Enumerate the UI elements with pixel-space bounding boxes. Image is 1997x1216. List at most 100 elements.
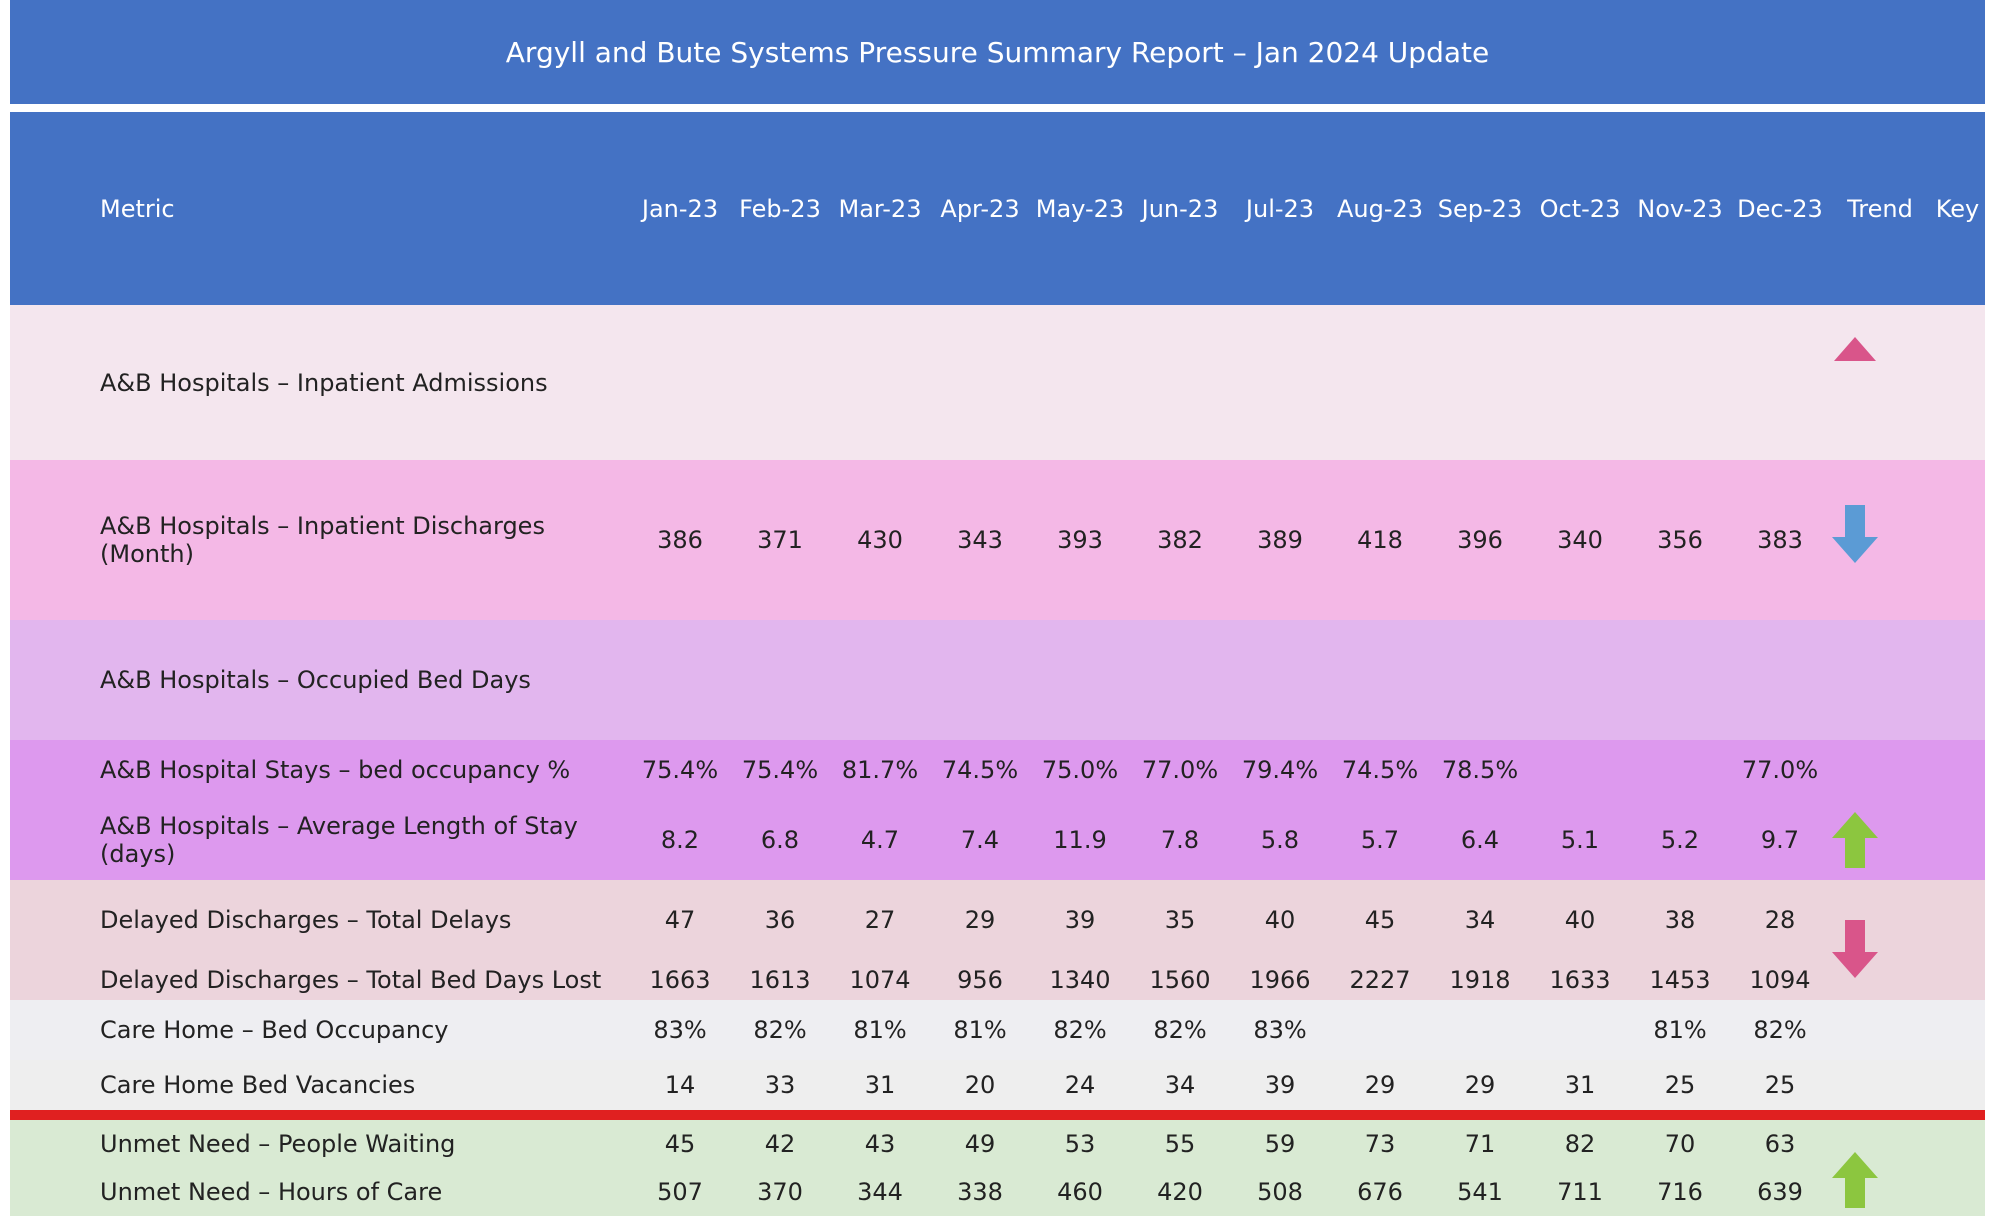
metric-label: A&B Hospitals – Occupied Bed Days (10, 666, 630, 694)
column-header: Key (1930, 195, 1985, 223)
divider (10, 1110, 1985, 1120)
value-cell: 389 (1230, 526, 1330, 554)
value-cell: 34 (1430, 906, 1530, 934)
value-cell: 82% (1730, 1016, 1830, 1044)
value-cell: 1560 (1130, 966, 1230, 994)
value-cell: 47 (630, 906, 730, 934)
column-header: Nov-23 (1630, 195, 1730, 223)
value-cell: 356 (1630, 526, 1730, 554)
value-cell: 1453 (1630, 966, 1730, 994)
value-cell: 77.0% (1130, 756, 1230, 784)
value-cell: 29 (930, 906, 1030, 934)
value-cell: 33 (730, 1071, 830, 1099)
value-cell: 8.2 (630, 826, 730, 854)
value-cell: 343 (930, 526, 1030, 554)
value-cell: 383 (1730, 526, 1830, 554)
value-cell: 40 (1530, 906, 1630, 934)
value-cell: 676 (1330, 1178, 1430, 1206)
value-cell: 59 (1230, 1130, 1330, 1158)
column-header: Jan-23 (630, 195, 730, 223)
value-cell: 81% (930, 1016, 1030, 1044)
metric-label: Care Home Bed Vacancies (10, 1071, 630, 1099)
value-cell: 430 (830, 526, 930, 554)
value-cell: 1966 (1230, 966, 1330, 994)
value-cell: 75.4% (630, 756, 730, 784)
value-cell: 4.7 (830, 826, 930, 854)
value-cell: 39 (1230, 1071, 1330, 1099)
value-cell: 82% (1130, 1016, 1230, 1044)
value-cell: 6.4 (1430, 826, 1530, 854)
value-cell: 956 (930, 966, 1030, 994)
value-cell: 28 (1730, 906, 1830, 934)
metric-label: Delayed Discharges – Total Bed Days Lost (10, 966, 630, 994)
value-cell: 36 (730, 906, 830, 934)
value-cell: 370 (730, 1178, 830, 1206)
value-cell: 25 (1630, 1071, 1730, 1099)
value-cell: 386 (630, 526, 730, 554)
value-cell: 42 (730, 1130, 830, 1158)
value-cell: 74.5% (930, 756, 1030, 784)
value-cell: 45 (1330, 906, 1430, 934)
value-cell: 711 (1530, 1178, 1630, 1206)
report-title: Argyll and Bute Systems Pressure Summary… (10, 0, 1985, 108)
value-cell: 38 (1630, 906, 1730, 934)
table-row: A&B Hospitals – Inpatient Admissions (10, 305, 1985, 460)
value-cell: 82% (730, 1016, 830, 1044)
page: Argyll and Bute Systems Pressure Summary… (0, 0, 1997, 1216)
metric-label: Care Home – Bed Occupancy (10, 1016, 630, 1044)
value-cell: 49 (930, 1130, 1030, 1158)
value-cell: 45 (630, 1130, 730, 1158)
table-row: A&B Hospitals – Occupied Bed Days (10, 620, 1985, 740)
table-row: A&B Hospitals – Inpatient Discharges (Mo… (10, 460, 1985, 620)
table-row: A&B Hospital Stays – bed occupancy %75.4… (10, 740, 1985, 800)
value-cell: 82% (1030, 1016, 1130, 1044)
value-cell: 43 (830, 1130, 930, 1158)
value-cell: 82 (1530, 1130, 1630, 1158)
value-cell: 77.0% (1730, 756, 1830, 784)
trend-arrow (1830, 1150, 1880, 1210)
value-cell: 7.8 (1130, 826, 1230, 854)
value-cell: 340 (1530, 526, 1630, 554)
metric-label: A&B Hospitals – Inpatient Admissions (10, 369, 630, 397)
metric-label: A&B Hospital Stays – bed occupancy % (10, 756, 630, 784)
column-header: Feb-23 (730, 195, 830, 223)
value-cell: 1663 (630, 966, 730, 994)
column-header: May-23 (1030, 195, 1130, 223)
value-cell: 79.4% (1230, 756, 1330, 784)
table-row: A&B Hospitals – Average Length of Stay (… (10, 800, 1985, 880)
column-header: Jun-23 (1130, 195, 1230, 223)
value-cell: 382 (1130, 526, 1230, 554)
value-cell: 14 (630, 1071, 730, 1099)
value-cell: 25 (1730, 1071, 1830, 1099)
value-cell: 74.5% (1330, 756, 1430, 784)
value-cell: 27 (830, 906, 930, 934)
value-cell: 541 (1430, 1178, 1530, 1206)
value-cell: 81.7% (830, 756, 930, 784)
value-cell: 75.0% (1030, 756, 1130, 784)
column-header: Apr-23 (930, 195, 1030, 223)
column-header: Trend (1830, 195, 1930, 223)
value-cell: 396 (1430, 526, 1530, 554)
value-cell: 420 (1130, 1178, 1230, 1206)
value-cell: 371 (730, 526, 830, 554)
column-header: Aug-23 (1330, 195, 1430, 223)
metric-label: Delayed Discharges – Total Delays (10, 906, 630, 934)
column-header: Dec-23 (1730, 195, 1830, 223)
column-header: Metric (10, 195, 630, 223)
value-cell: 5.2 (1630, 826, 1730, 854)
value-cell: 1918 (1430, 966, 1530, 994)
value-cell: 35 (1130, 906, 1230, 934)
value-cell: 344 (830, 1178, 930, 1206)
value-cell: 1633 (1530, 966, 1630, 994)
value-cell: 53 (1030, 1130, 1130, 1158)
trend-arrow (1830, 920, 1880, 980)
column-header: Jul-23 (1230, 195, 1330, 223)
value-cell: 9.7 (1730, 826, 1830, 854)
value-cell: 24 (1030, 1071, 1130, 1099)
metric-label: A&B Hospitals – Average Length of Stay (… (10, 812, 630, 868)
value-cell: 460 (1030, 1178, 1130, 1206)
metric-label: A&B Hospitals – Inpatient Discharges (Mo… (10, 512, 630, 568)
